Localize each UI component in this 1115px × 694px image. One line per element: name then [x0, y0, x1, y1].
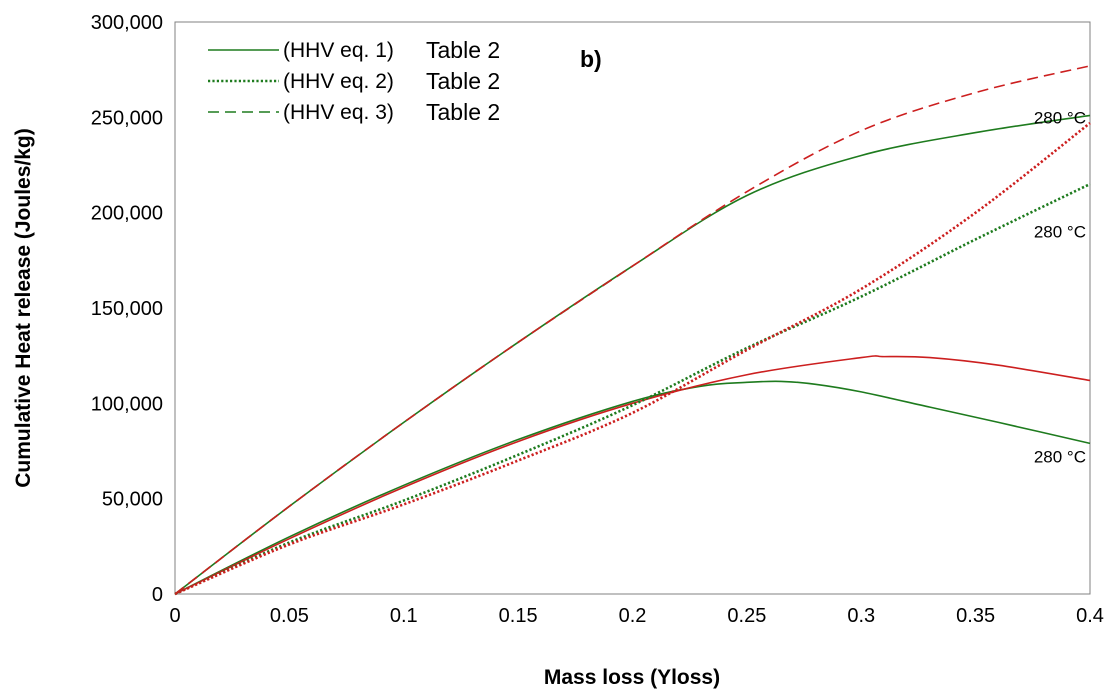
series-line-7 [174, 65, 1091, 595]
annotations: 280 °C 280 °C 280 °C [1034, 108, 1086, 466]
legend-label-3: (HHV eq. 3) [283, 101, 394, 124]
x-tick-label: 0.15 [499, 605, 538, 627]
legend-label-2: (HHV eq. 2) [283, 70, 394, 93]
series-layer [174, 65, 1091, 596]
y-axis-title: Cumulative Heat release (Joules/kg) [12, 128, 35, 487]
x-tick-label: 0.1 [390, 605, 418, 627]
series-line-1 [174, 380, 1091, 595]
x-tick-label: 0.05 [270, 605, 309, 627]
series-line-2 [174, 355, 1091, 595]
x-tick-label: 0 [169, 605, 180, 627]
y-tick-label: 200,000 [91, 203, 163, 225]
x-axis: 0 0.05 0.1 0.15 0.2 0.25 0.3 0.35 0.4 [169, 605, 1103, 627]
temperature-annotation-3: 280 °C [1034, 448, 1086, 467]
y-tick-label: 250,000 [91, 107, 163, 129]
x-tick-label: 0.4 [1076, 605, 1104, 627]
legend: (HHV eq. 1) Table 2 (HHV eq. 2) Table 2 (HHV… [208, 37, 500, 125]
x-tick-label: 0.3 [847, 605, 875, 627]
x-axis-title: Mass loss (Yloss) [544, 666, 720, 689]
legend-suffix-1: Table 2 [426, 37, 500, 63]
y-tick-label: 100,000 [91, 393, 163, 415]
series-line-3 [174, 182, 1091, 596]
temperature-annotation-2: 280 °C [1034, 223, 1086, 242]
temperature-annotation-1: 280 °C [1034, 108, 1086, 127]
y-axis: 0 50,000 100,000 150,000 200,000 250,000 300,0… [91, 12, 163, 606]
x-tick-label: 0.2 [619, 605, 647, 627]
panel-label: b) [580, 46, 602, 72]
y-tick-label: 0 [152, 584, 163, 606]
legend-suffix-2: Table 2 [426, 68, 500, 94]
y-tick-label: 300,000 [91, 12, 163, 34]
legend-label-1: (HHV eq. 1) [283, 39, 394, 62]
plot-area [174, 21, 1091, 595]
series-line-4 [174, 122, 1091, 596]
y-tick-label: 150,000 [91, 298, 163, 320]
y-tick-label: 50,000 [102, 489, 163, 511]
x-tick-label: 0.25 [727, 605, 766, 627]
x-tick-label: 0.35 [956, 605, 995, 627]
legend-suffix-3: Table 2 [426, 99, 500, 125]
